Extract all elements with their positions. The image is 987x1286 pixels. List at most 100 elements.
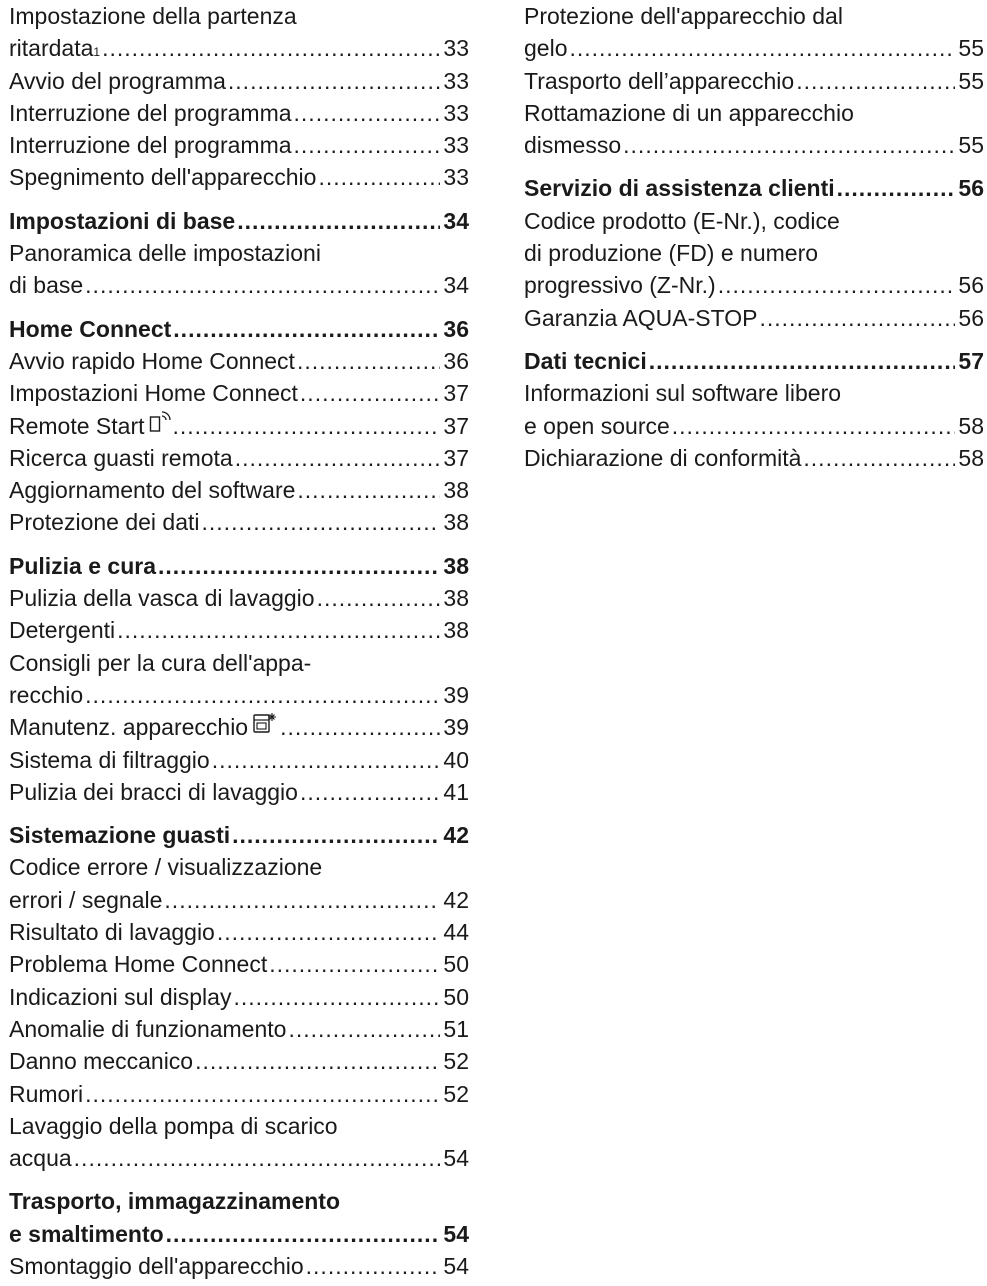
- toc-page-number: 55: [958, 35, 984, 62]
- toc-label: Sistemazione guasti: [9, 822, 231, 849]
- toc-label: recchio: [9, 681, 84, 708]
- toc-label: Servizio di assistenza clienti: [524, 175, 835, 202]
- dot-leader: [306, 1250, 441, 1282]
- toc-entry-sistema-di-filtraggio[interactable]: Sistema di filtraggio 40: [9, 744, 469, 776]
- toc-entry-lavaggio-della-pompa-di-scarico: Lavaggio della pompa di scarico: [9, 1110, 469, 1142]
- machine-care-icon: [252, 711, 278, 743]
- dot-leader: [173, 410, 441, 442]
- toc-page-number: 55: [958, 67, 984, 94]
- section-gap: [524, 334, 984, 345]
- toc-page-number: 56: [958, 175, 984, 202]
- toc-entry-pulizia-dei-bracci-di-lavaggio[interactable]: Pulizia dei bracci di lavaggio 41: [9, 776, 469, 808]
- toc-heading-impostazioni-di-base[interactable]: Impostazioni di base 34: [9, 205, 469, 237]
- dot-leader: [232, 819, 440, 851]
- toc-page-number: 38: [443, 509, 469, 536]
- toc-entry-dichiarazione-di-conformit[interactable]: Dichiarazione di conformità 58: [524, 442, 984, 474]
- toc-entry-smontaggio-dell-apparecchio[interactable]: Smontaggio dell'apparecchio 54: [9, 1250, 469, 1282]
- dot-leader: [102, 32, 440, 64]
- toc-entry-problema-home-connect[interactable]: Problema Home Connect 50: [9, 948, 469, 980]
- dot-leader: [718, 269, 956, 301]
- toc-entry-avvio-del-programma[interactable]: Avvio del programma 33: [9, 65, 469, 97]
- toc-page-number: 36: [443, 315, 469, 342]
- toc-entry-codice-errore-visualizzazione: Codice errore / visualizzazione: [9, 851, 469, 883]
- dot-leader: [796, 65, 955, 97]
- toc-page-number: 52: [443, 1080, 469, 1107]
- toc-label: e open source: [524, 412, 670, 439]
- toc-heading-servizio-di-assistenza-clienti[interactable]: Servizio di assistenza clienti 56: [524, 172, 984, 204]
- toc-page-number: 57: [958, 347, 984, 374]
- toc-entry-spegnimento-dell-apparecchio[interactable]: Spegnimento dell'apparecchio 33: [9, 161, 469, 193]
- dot-leader: [195, 1045, 440, 1077]
- dot-leader: [297, 345, 440, 377]
- dot-leader: [569, 32, 955, 64]
- toc-entry-trasporto-dell-apparecchio[interactable]: Trasporto dell’apparecchio 55: [524, 65, 984, 97]
- toc-page-number: 42: [443, 886, 469, 913]
- toc-entry-di-base[interactable]: di base 34: [9, 269, 469, 301]
- toc-entry-gelo[interactable]: gelo 55: [524, 32, 984, 64]
- toc-entry-remote-start[interactable]: Remote Start 37: [9, 410, 469, 442]
- dot-leader: [158, 550, 440, 582]
- toc-label: Smontaggio dell'apparecchio: [9, 1252, 304, 1279]
- toc-entry-garanzia-aqua-stop[interactable]: Garanzia AQUA-STOP 56: [524, 302, 984, 334]
- toc-entry-rumori[interactable]: Rumori 52: [9, 1078, 469, 1110]
- toc-label: Protezione dei dati: [9, 509, 200, 536]
- toc-entry-errori-segnale[interactable]: errori / segnale 42: [9, 884, 469, 916]
- toc-heading-dati-tecnici[interactable]: Dati tecnici 57: [524, 345, 984, 377]
- toc-label: errori / segnale: [9, 886, 163, 913]
- toc-label: Dati tecnici: [524, 347, 647, 374]
- toc-entry-codice-prodotto-e-nr-codice: Codice prodotto (E-Nr.), codice: [524, 205, 984, 237]
- toc-entry-recchio[interactable]: recchio 39: [9, 679, 469, 711]
- toc-entry-impostazioni-home-connect[interactable]: Impostazioni Home Connect 37: [9, 377, 469, 409]
- toc-entry-anomalie-di-funzionamento[interactable]: Anomalie di funzionamento 51: [9, 1013, 469, 1045]
- toc-page-number: 52: [443, 1048, 469, 1075]
- toc-entry-detergenti[interactable]: Detergenti 38: [9, 614, 469, 646]
- toc-entry-avvio-rapido-home-connect[interactable]: Avvio rapido Home Connect 36: [9, 345, 469, 377]
- dot-leader: [228, 65, 441, 97]
- toc-page-number: 54: [443, 1145, 469, 1172]
- toc-label: Aggiornamento del software: [9, 477, 296, 504]
- toc-label: Pulizia e cura: [9, 552, 157, 579]
- toc-entry-danno-meccanico[interactable]: Danno meccanico 52: [9, 1045, 469, 1077]
- toc-entry-ritardata[interactable]: ritardata133: [9, 32, 469, 64]
- toc-label: acqua: [9, 1145, 72, 1172]
- toc-entry-acqua[interactable]: acqua 54: [9, 1142, 469, 1174]
- toc-label: Ricerca guasti remota: [9, 444, 233, 471]
- toc-entry-risultato-di-lavaggio[interactable]: Risultato di lavaggio 44: [9, 916, 469, 948]
- toc-entry-manutenz-apparecchio[interactable]: Manutenz. apparecchio 39: [9, 711, 469, 743]
- toc-entry-indicazioni-sul-display[interactable]: Indicazioni sul display 50: [9, 981, 469, 1013]
- toc-entry-interruzione-del-programma[interactable]: Interruzione del programma 33: [9, 129, 469, 161]
- toc-label: Anomalie di funzionamento: [9, 1015, 287, 1042]
- toc-heading-trasporto-immagazzinamento: Trasporto, immagazzinamento: [9, 1185, 469, 1217]
- dot-leader: [317, 582, 441, 614]
- toc-label: Home Connect: [9, 315, 172, 342]
- toc-page-number: 38: [443, 617, 469, 644]
- dot-leader: [318, 161, 440, 193]
- toc-heading-home-connect[interactable]: Home Connect 36: [9, 313, 469, 345]
- toc-page-number: 33: [443, 67, 469, 94]
- toc-label: Manutenz. apparecchio: [9, 714, 249, 741]
- toc-entry-interruzione-del-programma[interactable]: Interruzione del programma 33: [9, 97, 469, 129]
- toc-page-number: 38: [443, 552, 469, 579]
- toc-entry-progressivo-z-nr[interactable]: progressivo (Z-Nr.) 56: [524, 269, 984, 301]
- toc-page-number: 56: [958, 272, 984, 299]
- toc-entry-protezione-dell-apparecchio-dal: Protezione dell'apparecchio dal: [524, 0, 984, 32]
- toc-label: dismesso: [524, 132, 622, 159]
- toc-entry-e-open-source[interactable]: e open source 58: [524, 410, 984, 442]
- toc-entry-pulizia-della-vasca-di-lavaggio[interactable]: Pulizia della vasca di lavaggio 38: [9, 582, 469, 614]
- toc-label: Detergenti: [9, 617, 116, 644]
- toc-label: Problema Home Connect: [9, 951, 268, 978]
- toc-heading-sistemazione-guasti[interactable]: Sistemazione guasti 42: [9, 819, 469, 851]
- toc-entry-ricerca-guasti-remota[interactable]: Ricerca guasti remota 37: [9, 442, 469, 474]
- toc-label: Lavaggio della pompa di scarico: [9, 1112, 338, 1139]
- toc-label: di produzione (FD) e numero: [524, 240, 819, 267]
- toc-heading-pulizia-e-cura[interactable]: Pulizia e cura 38: [9, 550, 469, 582]
- toc-entry-dismesso[interactable]: dismesso 55: [524, 129, 984, 161]
- toc-heading-e-smaltimento[interactable]: e smaltimento 54: [9, 1218, 469, 1250]
- toc-label: Trasporto dell’apparecchio: [524, 67, 795, 94]
- toc-page-number: 33: [443, 164, 469, 191]
- toc-page-number: 58: [958, 412, 984, 439]
- toc-entry-aggiornamento-del-software[interactable]: Aggiornamento del software 38: [9, 474, 469, 506]
- toc-page-number: 33: [443, 35, 469, 62]
- toc-entry-protezione-dei-dati[interactable]: Protezione dei dati 38: [9, 506, 469, 538]
- dot-leader: [233, 981, 440, 1013]
